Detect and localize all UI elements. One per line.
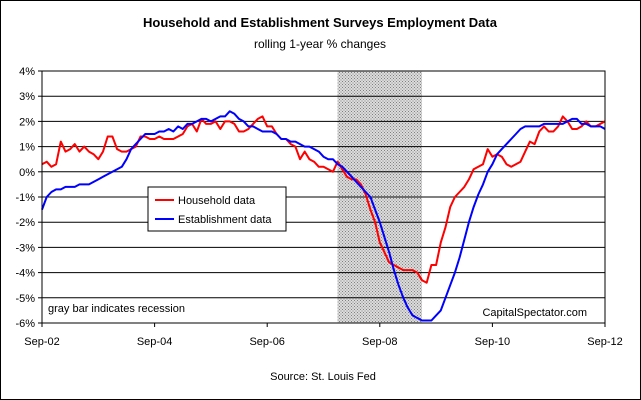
chart-legend: Household data Establishment data	[147, 186, 287, 232]
recession-note: gray bar indicates recession	[48, 303, 185, 315]
y-tick-label: -5%	[15, 293, 35, 305]
establishment-series-line	[41, 110, 606, 322]
legend-label-household: Household data	[178, 195, 256, 207]
y-tick-label: 4%	[19, 66, 35, 78]
legend-label-establishment: Establishment data	[178, 214, 272, 226]
y-tick-label: 1%	[19, 142, 35, 154]
chart-subtitle: rolling 1-year % changes	[254, 37, 386, 51]
y-tick-label: -1%	[15, 192, 35, 204]
y-tick-label: -2%	[15, 217, 35, 229]
household-series-line	[41, 115, 606, 284]
x-tick-label: Sep-10	[475, 336, 510, 348]
source-label: Source: St. Louis Fed	[270, 371, 376, 383]
y-tick-label: -3%	[15, 242, 35, 254]
x-tick-label: Sep-08	[362, 336, 397, 348]
y-tick-label: -4%	[15, 268, 35, 280]
x-tick-label: Sep-02	[24, 336, 59, 348]
y-tick-label: 3%	[19, 91, 35, 103]
legend-box	[147, 186, 287, 232]
x-tick-label: Sep-12	[587, 336, 622, 348]
credit-label: CapitalSpectator.com	[482, 307, 587, 319]
y-tick-label: 0%	[19, 167, 35, 179]
x-tick-label: Sep-04	[137, 336, 172, 348]
x-tick-label: Sep-06	[249, 336, 284, 348]
y-tick-label: 2%	[19, 116, 35, 128]
y-tick-label: -6%	[15, 318, 35, 330]
chart-title: Household and Establishment Surveys Empl…	[143, 15, 498, 30]
